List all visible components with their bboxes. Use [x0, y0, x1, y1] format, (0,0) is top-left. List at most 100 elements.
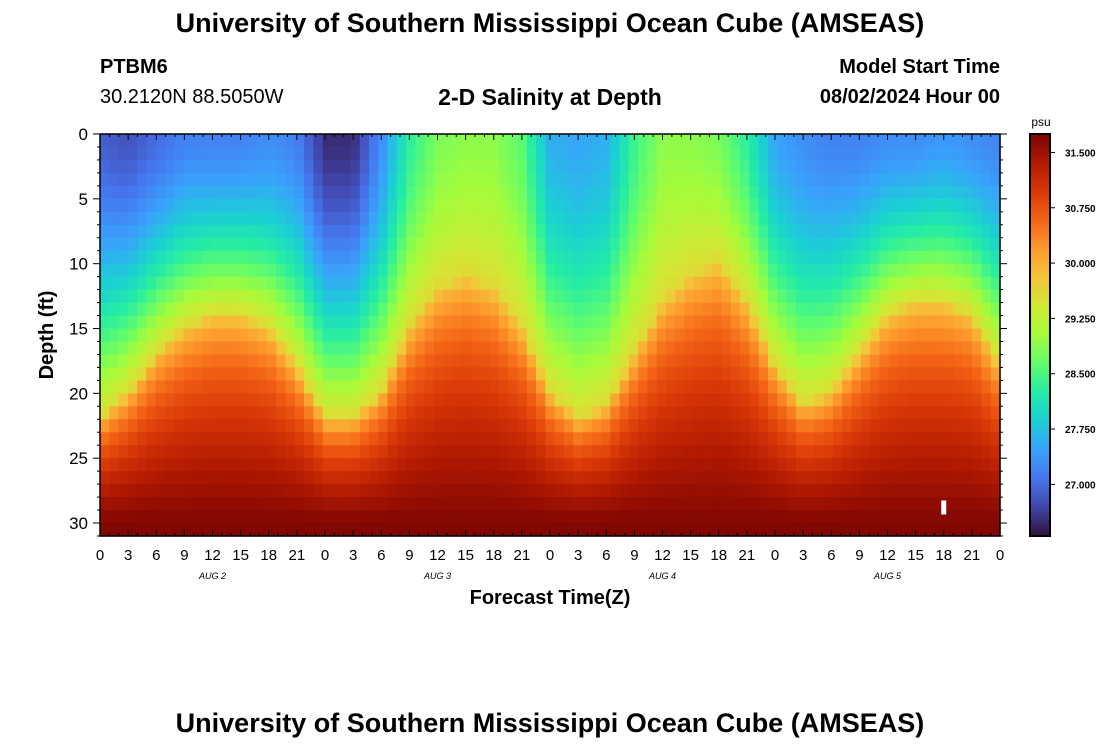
heatmap-cell	[192, 289, 203, 304]
x-tick-label: 12	[204, 547, 221, 564]
heatmap-cell	[480, 432, 491, 446]
heatmap-cell	[109, 380, 120, 394]
heatmap-cell	[461, 315, 472, 330]
heatmap-cell	[480, 263, 491, 278]
heatmap-cell	[387, 432, 398, 446]
heatmap-cell	[619, 211, 630, 226]
heatmap-cell	[925, 134, 936, 148]
heatmap-cell	[935, 419, 945, 433]
heatmap-cell	[369, 172, 379, 187]
heatmap-cell	[962, 406, 973, 420]
heatmap-cell	[619, 134, 630, 148]
heatmap-cell	[109, 302, 120, 317]
heatmap-cell	[638, 198, 649, 213]
heatmap-cell	[443, 289, 454, 304]
heatmap-cell	[656, 523, 667, 537]
heatmap-cell	[489, 250, 500, 265]
heatmap-cell	[406, 471, 417, 485]
heatmap-cell	[703, 328, 713, 343]
heatmap-cell	[591, 471, 602, 485]
heatmap-cell	[415, 172, 426, 187]
heatmap-cell	[823, 523, 834, 537]
heatmap-cell	[665, 211, 676, 226]
heatmap-cell	[740, 328, 751, 343]
heatmap-cell	[823, 185, 834, 200]
heatmap-cell	[536, 185, 546, 200]
heatmap-cell	[350, 367, 361, 381]
heatmap-cell	[127, 406, 138, 420]
heatmap-cell	[322, 276, 333, 291]
heatmap-cell	[591, 159, 602, 174]
heatmap-cell	[777, 146, 788, 161]
heatmap-cell	[610, 146, 621, 161]
heatmap-cell	[656, 419, 667, 433]
heatmap-cell	[443, 250, 454, 265]
heatmap-cell	[313, 471, 324, 485]
heatmap-cell	[350, 393, 361, 407]
heatmap-cell	[452, 432, 463, 446]
heatmap-cell	[359, 159, 370, 174]
heatmap-cell	[517, 458, 528, 472]
heatmap-cell	[582, 367, 593, 381]
heatmap-cell	[916, 263, 927, 278]
heatmap-cell	[304, 315, 314, 330]
heatmap-cell	[174, 302, 185, 317]
heatmap-cell	[990, 315, 1001, 330]
heatmap-cell	[443, 302, 454, 317]
heatmap-cell	[341, 134, 352, 148]
heatmap-cell	[350, 263, 361, 278]
heatmap-cell	[415, 380, 426, 394]
heatmap-cell	[730, 172, 741, 187]
heatmap-cell	[313, 315, 324, 330]
heatmap-cell	[387, 458, 398, 472]
heatmap-cell	[972, 406, 983, 420]
x-tick-label: 9	[630, 547, 638, 564]
heatmap-cell	[248, 510, 259, 524]
heatmap-cell	[851, 302, 862, 317]
heatmap-cell	[378, 224, 389, 239]
heatmap-cell	[415, 497, 426, 511]
heatmap-cell	[443, 432, 454, 446]
heatmap-cell	[916, 419, 927, 433]
heatmap-cell	[109, 134, 120, 148]
heatmap-cell	[870, 237, 880, 252]
heatmap-cell	[369, 146, 379, 161]
heatmap-cell	[164, 237, 175, 252]
heatmap-cell	[220, 497, 231, 511]
heatmap-cell	[935, 484, 945, 498]
heatmap-cell	[832, 224, 843, 239]
heatmap-cell	[396, 224, 407, 239]
heatmap-cell	[740, 367, 751, 381]
heatmap-cell	[897, 419, 908, 433]
heatmap-cell	[925, 198, 936, 213]
heatmap-cell	[248, 393, 259, 407]
heatmap-cell	[322, 172, 333, 187]
heatmap-cell	[489, 172, 500, 187]
heatmap-cell	[953, 146, 964, 161]
heatmap-cell	[888, 419, 899, 433]
heatmap-cell	[972, 250, 983, 265]
heatmap-cell	[795, 289, 806, 304]
heatmap-cell	[888, 198, 899, 213]
heatmap-cell	[443, 185, 454, 200]
heatmap-cell	[981, 198, 992, 213]
heatmap-cell	[851, 211, 862, 226]
heatmap-cell	[489, 393, 500, 407]
heatmap-cell	[406, 289, 417, 304]
heatmap-cell	[378, 237, 389, 252]
heatmap-cell	[183, 523, 194, 537]
heatmap-cell	[424, 393, 435, 407]
heatmap-cell	[267, 302, 277, 317]
heatmap-cell	[387, 289, 398, 304]
heatmap-cell	[322, 393, 333, 407]
heatmap-cell	[304, 134, 314, 148]
heatmap-cell	[415, 393, 426, 407]
heatmap-cell	[508, 458, 519, 472]
heatmap-cell	[879, 146, 890, 161]
heatmap-cell	[897, 328, 908, 343]
heatmap-cell	[137, 211, 147, 226]
heatmap-cell	[684, 328, 695, 343]
heatmap-cell	[239, 211, 250, 226]
heatmap-cell	[406, 250, 417, 265]
heatmap-cell	[192, 458, 203, 472]
